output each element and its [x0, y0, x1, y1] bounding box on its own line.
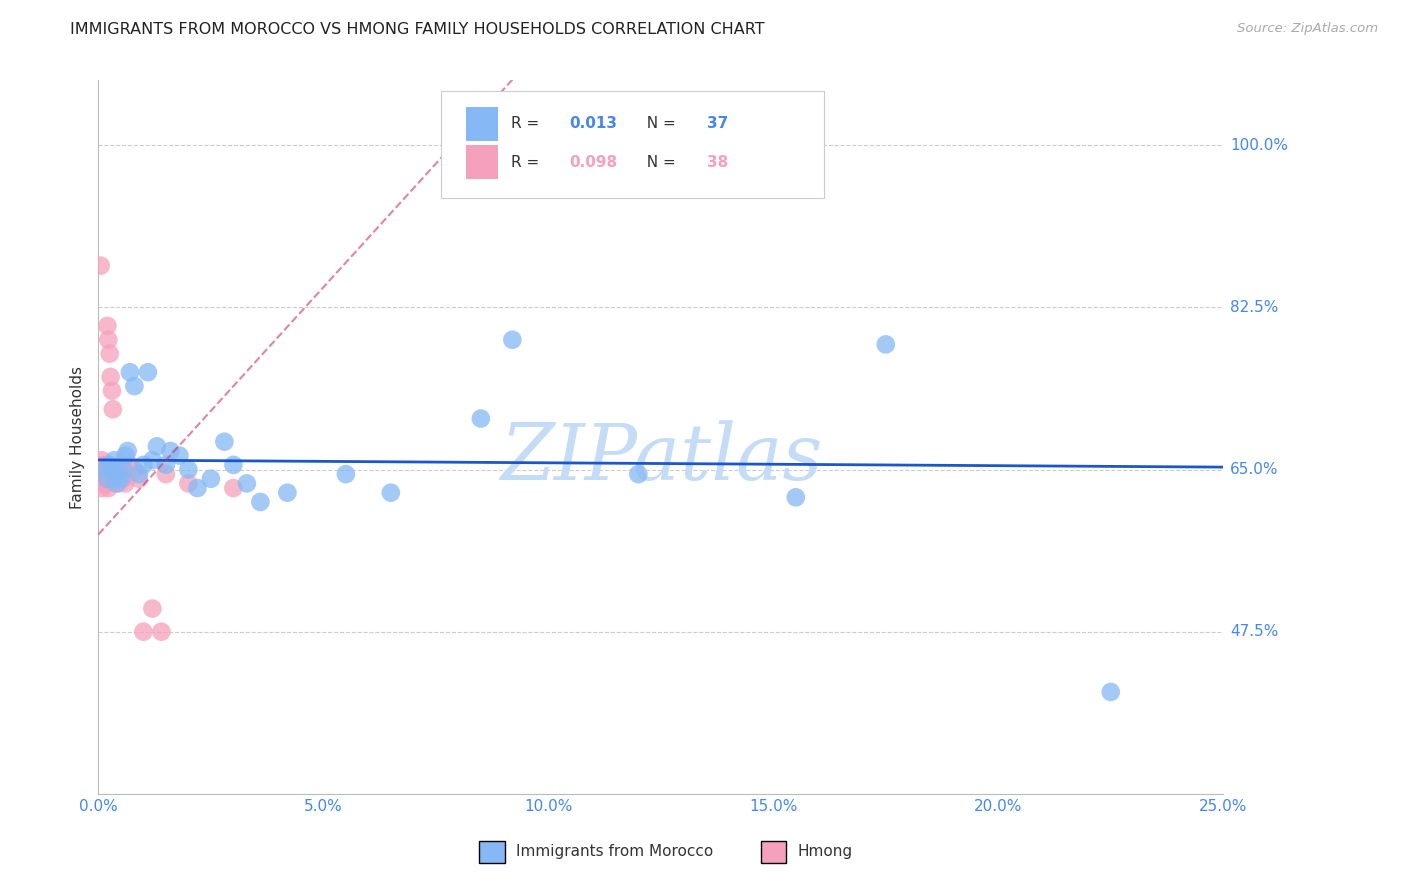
Point: [98, 346, 121, 360]
Point: [214, 434, 236, 449]
Y-axis label: Family Households: Family Households: [69, 366, 84, 508]
Point: [169, 449, 191, 463]
Point: [105, 462, 128, 476]
Point: [105, 476, 128, 491]
Point: [124, 379, 146, 393]
Point: [96, 318, 118, 333]
Point: [155, 467, 177, 482]
Point: [90, 259, 112, 273]
Point: [104, 472, 127, 486]
Point: [785, 491, 807, 505]
Point: [94, 462, 117, 476]
Point: [118, 458, 141, 472]
Text: 37: 37: [707, 116, 728, 131]
Point: [93, 462, 115, 476]
FancyBboxPatch shape: [441, 91, 824, 198]
Point: [101, 402, 124, 417]
Point: [107, 476, 129, 491]
Point: [100, 369, 122, 384]
Point: [101, 384, 124, 398]
Text: Hmong: Hmong: [797, 845, 852, 859]
Point: [93, 476, 115, 491]
Point: [186, 481, 208, 495]
Point: [110, 467, 132, 482]
Point: [90, 462, 112, 476]
Point: [103, 462, 125, 476]
Point: [222, 481, 245, 495]
Text: 0.098: 0.098: [569, 155, 617, 169]
Point: [155, 458, 177, 472]
Point: [101, 462, 124, 476]
Point: [118, 365, 141, 379]
Point: [98, 458, 121, 472]
Point: [380, 485, 402, 500]
Point: [112, 472, 135, 486]
Point: [128, 467, 150, 482]
Point: [141, 453, 163, 467]
Point: [1099, 685, 1122, 699]
Point: [117, 444, 139, 458]
Point: [150, 624, 173, 639]
Point: [132, 458, 155, 472]
Point: [335, 467, 357, 482]
Point: [132, 624, 155, 639]
Point: [91, 453, 114, 467]
Point: [112, 462, 135, 476]
Point: [128, 472, 150, 486]
Text: N =: N =: [637, 116, 681, 131]
Point: [249, 495, 271, 509]
Text: 82.5%: 82.5%: [1230, 300, 1278, 315]
Text: ZIPatlas: ZIPatlas: [499, 420, 823, 497]
Point: [627, 467, 650, 482]
Point: [124, 462, 146, 476]
Text: IMMIGRANTS FROM MOROCCO VS HMONG FAMILY HOUSEHOLDS CORRELATION CHART: IMMIGRANTS FROM MOROCCO VS HMONG FAMILY …: [70, 22, 765, 37]
Text: R =: R =: [512, 155, 544, 169]
Point: [236, 476, 259, 491]
Point: [177, 476, 200, 491]
Point: [100, 462, 122, 476]
FancyBboxPatch shape: [467, 145, 498, 179]
Point: [146, 439, 169, 453]
Point: [107, 467, 129, 482]
Text: N =: N =: [637, 155, 681, 169]
Point: [276, 485, 298, 500]
Text: Immigrants from Morocco: Immigrants from Morocco: [516, 845, 713, 859]
Point: [159, 444, 181, 458]
Point: [97, 333, 120, 347]
Text: 0.013: 0.013: [569, 116, 617, 131]
Text: R =: R =: [512, 116, 544, 131]
Text: 100.0%: 100.0%: [1230, 137, 1288, 153]
Text: 47.5%: 47.5%: [1230, 624, 1278, 640]
Point: [93, 472, 115, 486]
Point: [103, 453, 125, 467]
Point: [108, 462, 131, 476]
Point: [97, 481, 120, 495]
Point: [875, 337, 897, 351]
Point: [114, 476, 136, 491]
Point: [200, 472, 222, 486]
Point: [141, 601, 163, 615]
FancyBboxPatch shape: [467, 107, 498, 141]
Point: [136, 365, 159, 379]
Point: [91, 481, 114, 495]
Point: [94, 467, 117, 482]
Point: [470, 411, 492, 425]
Point: [96, 476, 118, 491]
Point: [177, 462, 200, 476]
Point: [90, 458, 112, 472]
Text: 38: 38: [707, 155, 728, 169]
Point: [222, 458, 245, 472]
Text: 65.0%: 65.0%: [1230, 462, 1278, 477]
Point: [96, 472, 118, 486]
Point: [91, 462, 114, 476]
Point: [114, 449, 136, 463]
Text: Source: ZipAtlas.com: Source: ZipAtlas.com: [1237, 22, 1378, 36]
Point: [501, 333, 523, 347]
Point: [94, 458, 117, 472]
Point: [110, 472, 132, 486]
Point: [105, 467, 128, 482]
